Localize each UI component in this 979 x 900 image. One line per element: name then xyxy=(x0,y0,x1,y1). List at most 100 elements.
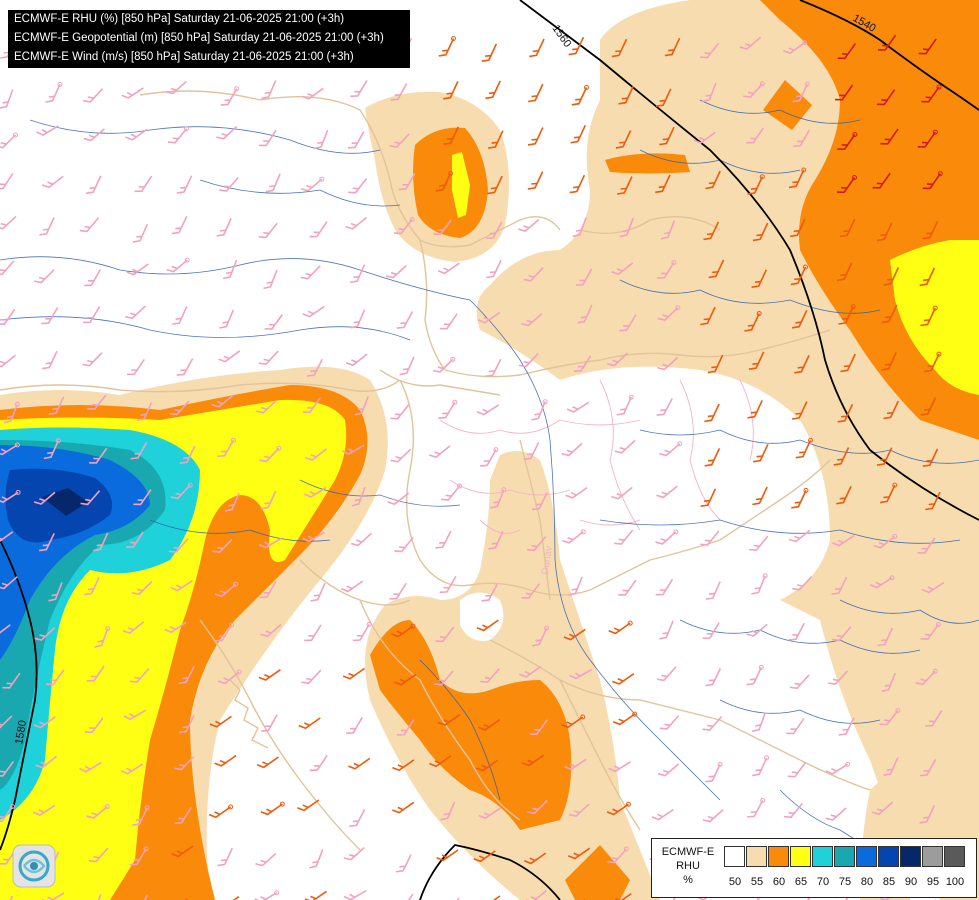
wind-barb xyxy=(220,86,240,106)
wind-barb xyxy=(39,217,55,236)
wind-barb xyxy=(131,580,153,596)
wind-barb xyxy=(562,529,586,544)
wind-barb xyxy=(659,714,680,730)
wind-barb xyxy=(659,441,683,457)
wind-barb xyxy=(475,759,499,772)
wind-barb xyxy=(41,307,59,325)
wind-barb xyxy=(614,529,634,545)
wind-barb xyxy=(872,172,891,189)
wind-barb xyxy=(917,537,936,554)
wind-barb xyxy=(443,126,460,145)
wind-barb xyxy=(788,167,807,189)
wind-barb xyxy=(788,529,811,543)
wind-barb xyxy=(708,259,725,279)
wind-barb xyxy=(924,351,942,373)
wind-barb xyxy=(518,218,540,232)
wind-barb xyxy=(217,896,240,900)
wind-barb xyxy=(571,84,589,106)
wind-barb xyxy=(792,81,810,103)
wind-barb xyxy=(32,804,56,817)
wind-barb xyxy=(752,755,770,777)
wind-barb xyxy=(79,761,102,773)
wind-barb xyxy=(752,486,768,506)
wind-barb xyxy=(525,889,547,900)
legend-tick-90: 90 xyxy=(904,876,918,888)
wind-barb xyxy=(219,176,239,192)
legend-tick-50: 50 xyxy=(728,876,742,888)
wind-barb xyxy=(702,715,723,731)
wind-barb xyxy=(655,529,679,545)
wind-barb xyxy=(836,262,853,282)
wind-barb xyxy=(919,758,937,777)
wind-barb xyxy=(753,443,769,463)
wind-barb xyxy=(879,482,898,504)
wind-barb xyxy=(791,487,809,509)
wind-barb xyxy=(171,216,188,235)
wind-barb xyxy=(651,808,674,821)
wind-barb xyxy=(222,259,238,280)
wind-barb xyxy=(133,489,152,506)
wind-barb xyxy=(167,126,189,144)
wind-barb xyxy=(435,171,453,192)
legend-title: ECMWF-E RHU % xyxy=(658,845,718,887)
wind-barb xyxy=(304,486,327,498)
legend-tick-80: 80 xyxy=(860,876,874,888)
wind-barb xyxy=(657,763,680,777)
wind-barb xyxy=(839,218,856,238)
wind-barb xyxy=(443,81,459,100)
wind-barb xyxy=(825,807,847,821)
wind-barb xyxy=(531,399,548,421)
wind-barb xyxy=(564,758,587,771)
wind-barb xyxy=(744,311,762,332)
wind-barb xyxy=(531,492,548,511)
wind-barb xyxy=(306,358,324,377)
wind-barb xyxy=(656,485,678,499)
wind-barb xyxy=(434,670,454,686)
wind-barb xyxy=(130,441,148,460)
wind-barb xyxy=(2,672,21,689)
wind-barb xyxy=(0,531,14,544)
wind-barb xyxy=(881,672,897,693)
wind-barb xyxy=(481,583,498,602)
wind-barb xyxy=(390,448,412,463)
wind-barb xyxy=(480,668,500,684)
wind-barb xyxy=(435,626,455,643)
wind-barb xyxy=(33,491,56,505)
wind-barb xyxy=(94,626,111,648)
wind-barb xyxy=(922,220,939,240)
wind-barb xyxy=(876,222,893,242)
wind-barb xyxy=(563,628,586,641)
wind-barb xyxy=(209,715,232,728)
wind-barb xyxy=(176,175,193,194)
country-borders xyxy=(0,90,871,851)
wind-barb xyxy=(569,668,592,680)
wind-barb xyxy=(788,622,806,641)
wind-barb xyxy=(255,852,277,867)
wind-barb xyxy=(739,36,762,50)
ecmwf-logo-icon xyxy=(12,844,56,888)
wind-barb xyxy=(85,175,102,195)
wind-barb xyxy=(704,403,720,423)
wind-barb xyxy=(657,260,677,279)
wind-barb xyxy=(659,620,674,640)
wind-barb xyxy=(82,352,103,367)
wind-barb xyxy=(566,401,590,413)
wind-barb xyxy=(921,84,942,103)
wind-barb xyxy=(259,581,277,599)
wind-barb xyxy=(832,534,855,547)
wind-barb xyxy=(300,176,325,192)
wind-barb xyxy=(340,580,364,593)
wind-barb xyxy=(920,397,937,416)
wind-barb xyxy=(166,257,190,273)
wind-barb xyxy=(82,306,101,324)
wind-barb xyxy=(608,620,633,635)
wind-barb xyxy=(438,399,458,419)
wind-barb xyxy=(34,627,56,641)
wind-barb xyxy=(656,398,673,416)
wind-barb xyxy=(300,265,321,280)
wind-barb xyxy=(216,125,238,140)
wind-barb xyxy=(436,849,459,862)
wind-barb xyxy=(527,83,544,103)
legend-tick-60: 60 xyxy=(772,876,786,888)
wind-barb xyxy=(919,267,936,287)
